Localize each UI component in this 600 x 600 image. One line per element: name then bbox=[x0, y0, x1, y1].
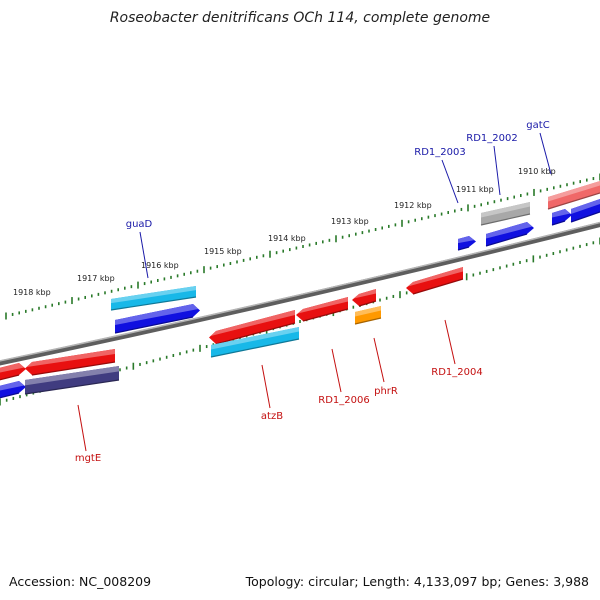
tick-label: 1916 kbp bbox=[141, 261, 179, 270]
svg-text:mgtE: mgtE bbox=[75, 453, 101, 464]
gene-feature[interactable] bbox=[547, 181, 600, 210]
gene-label-mgte[interactable]: mgtE bbox=[75, 404, 101, 464]
genome-summary-text: Topology: circular; Length: 4,133,097 bp… bbox=[245, 574, 589, 589]
gene-label-atzb[interactable]: atzB bbox=[261, 364, 283, 422]
gene-feature[interactable] bbox=[25, 349, 116, 376]
gene-feature[interactable] bbox=[551, 209, 572, 226]
gene-feature[interactable] bbox=[0, 363, 26, 381]
gene-feature[interactable] bbox=[485, 222, 534, 247]
tick-label: 1917 kbp bbox=[77, 274, 115, 283]
tick-label: 1910 kbp bbox=[518, 167, 556, 176]
gene-feature[interactable] bbox=[406, 267, 464, 295]
gene-feature[interactable] bbox=[352, 289, 377, 307]
gene-feature[interactable] bbox=[114, 304, 200, 334]
gene-feature[interactable] bbox=[296, 297, 349, 322]
svg-text:RD1_2004: RD1_2004 bbox=[431, 367, 482, 378]
gene-feature[interactable] bbox=[480, 202, 531, 226]
gene-label-rd1-2006[interactable]: RD1_2006 bbox=[318, 348, 370, 406]
tick-label: 1915 kbp bbox=[204, 247, 242, 256]
tick-label: 1914 kbp bbox=[268, 234, 306, 243]
tick-label: 1918 kbp bbox=[13, 288, 51, 297]
svg-text:RD1_2003: RD1_2003 bbox=[414, 147, 465, 158]
gene-label-rd1-2004[interactable]: RD1_2004 bbox=[431, 319, 483, 378]
map-title: Roseobacter denitrificans OCh 114, compl… bbox=[109, 10, 491, 26]
genome-backbone bbox=[0, 221, 600, 366]
gene-label-gatc[interactable]: gatC bbox=[526, 120, 552, 175]
gene-feature[interactable] bbox=[24, 366, 120, 395]
upper-tick-row bbox=[5, 173, 600, 320]
gene-label-guad[interactable]: guaD bbox=[126, 219, 153, 279]
svg-text:atzB: atzB bbox=[261, 411, 283, 422]
gene-feature[interactable] bbox=[0, 381, 26, 399]
svg-text:guaD: guaD bbox=[126, 219, 153, 230]
gene-label-rd1-2003[interactable]: RD1_2003 bbox=[414, 147, 466, 204]
svg-text:phrR: phrR bbox=[374, 386, 398, 397]
gene-label-phrr[interactable]: phrR bbox=[373, 337, 398, 397]
svg-text:gatC: gatC bbox=[526, 120, 549, 131]
tick-label: 1912 kbp bbox=[394, 201, 432, 210]
gene-feature[interactable] bbox=[209, 310, 296, 345]
tick-label: 1911 kbp bbox=[456, 185, 494, 194]
gene-feature[interactable] bbox=[210, 327, 300, 358]
gene-feature[interactable] bbox=[457, 236, 476, 251]
gene-feature[interactable] bbox=[570, 199, 600, 223]
gene-feature[interactable] bbox=[354, 306, 382, 325]
gene-feature[interactable] bbox=[110, 286, 197, 311]
gene-features bbox=[0, 181, 600, 399]
svg-text:RD1_2002: RD1_2002 bbox=[466, 133, 517, 144]
gene-label-rd1-2002[interactable]: RD1_2002 bbox=[466, 133, 518, 196]
scale-ticks: 1918 kbp 1917 kbp 1916 kbp 1915 kbp 1914 kbp… bbox=[0, 167, 600, 406]
svg-text:RD1_2006: RD1_2006 bbox=[318, 395, 369, 406]
tick-label: 1913 kbp bbox=[331, 217, 369, 226]
accession-text: Accession: NC_008209 bbox=[9, 574, 152, 589]
